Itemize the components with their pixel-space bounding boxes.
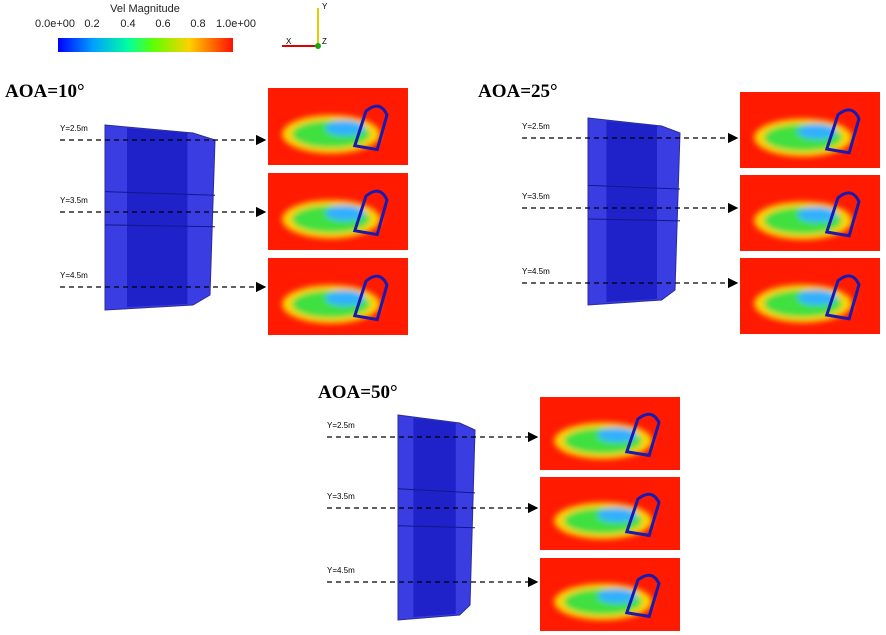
axis-label: Y [322, 2, 328, 11]
slice-section [352, 274, 389, 322]
contour-blob [325, 120, 365, 136]
contour-blob [797, 206, 837, 223]
colorbar-title: Vel Magnitude [110, 3, 180, 15]
colorbar-tick-label: 0.8 [190, 18, 205, 30]
slice-section [624, 573, 661, 619]
colorbar-tick-label: 1.0e+00 [216, 18, 256, 30]
wing-edge [104, 224, 216, 228]
wing-face [606, 121, 657, 302]
colorbar-tick-label: 0.2 [84, 18, 99, 30]
contour-image [540, 397, 680, 470]
slice-label: Y=3.5m [522, 192, 550, 201]
slice-section [624, 412, 661, 458]
panel: AOA=10° Y=2.5m Y=3.5m Y=4.5m [5, 81, 408, 335]
contour-image [740, 92, 880, 168]
slice-section [624, 492, 661, 538]
slice-label: Y=2.5m [327, 421, 355, 430]
contour-image [268, 258, 408, 335]
panel: AOA=50° Y=2.5m Y=3.5m Y=4.5m [318, 382, 680, 631]
slice-label: Y=4.5m [327, 566, 355, 575]
wing-face [127, 128, 188, 307]
contour-field [554, 422, 652, 460]
slice-section [352, 189, 389, 237]
contour-blob [325, 205, 365, 221]
wing-edge [397, 488, 476, 494]
contour-image [540, 477, 680, 550]
contour-image [268, 88, 408, 165]
slice-section [824, 274, 861, 321]
axis-label: Z [322, 37, 327, 46]
contour-blob [797, 289, 837, 306]
contour-image [540, 558, 680, 631]
contour-blob [325, 290, 365, 306]
panel-title: AOA=10° [5, 81, 85, 102]
contour-image [740, 175, 880, 251]
axes-triad: Y X Z [282, 2, 328, 49]
slice-label: Y=2.5m [522, 122, 550, 131]
contour-blob [797, 123, 837, 140]
axis-label: X [286, 37, 292, 46]
contour-field [754, 201, 852, 240]
slice-label: Y=2.5m [60, 124, 88, 133]
contour-image [740, 258, 880, 334]
panel-title: AOA=25° [478, 81, 558, 102]
contour-blob [597, 427, 637, 443]
panel: AOA=25° Y=2.5m Y=3.5m Y=4.5m [478, 81, 880, 334]
wing-edge [104, 191, 216, 196]
wing-edge [397, 525, 476, 529]
colorbar-tick-label: 0.4 [120, 18, 135, 30]
contour-blob [597, 588, 637, 604]
panel-title: AOA=50° [318, 382, 398, 403]
slice-label: Y=4.5m [522, 267, 550, 276]
slice-label: Y=4.5m [60, 271, 88, 280]
slice-section [824, 191, 861, 238]
wing-face [413, 418, 456, 617]
colorbar [58, 38, 233, 52]
contour-image [268, 173, 408, 250]
wing-edge [587, 184, 681, 190]
contour-blob [597, 507, 637, 523]
slice-section [824, 108, 861, 155]
colorbar-tick-label: 0.6 [155, 18, 170, 30]
wing-edge [587, 218, 681, 222]
colorbar-tick-label: 0.0e+00 [35, 18, 75, 30]
slice-label: Y=3.5m [327, 492, 355, 501]
slice-section [352, 104, 389, 152]
slice-label: Y=3.5m [60, 196, 88, 205]
